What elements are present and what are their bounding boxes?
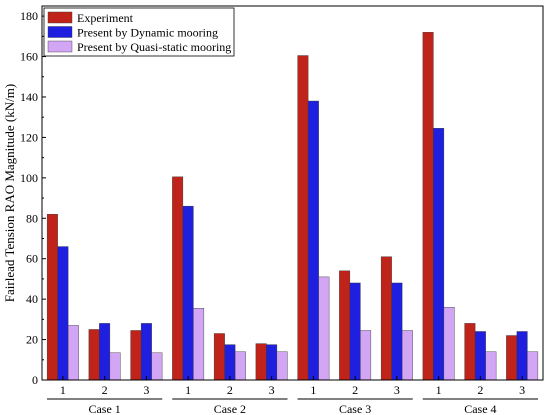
legend-label: Present by Dynamic mooring	[77, 26, 218, 40]
y-axis-title: Fairlead Tension RAO Magnitude (kN/m)	[2, 84, 17, 302]
legend-label: Experiment	[77, 11, 134, 25]
bars-layer	[46, 32, 539, 381]
x-tick-label: 3	[519, 383, 525, 397]
bar-3-case4-2	[485, 351, 497, 381]
bar-1-case4-1	[422, 32, 434, 381]
y-tick-label: 40	[26, 292, 38, 306]
bar-1-case2-3	[255, 343, 267, 381]
x-tick-label: 3	[269, 383, 275, 397]
bar-1-case1-2	[88, 329, 100, 381]
x-tick-label: 2	[352, 383, 358, 397]
bar-3-case1-3	[151, 352, 163, 381]
bar-3-case2-1	[193, 308, 205, 381]
legend-swatch	[47, 26, 73, 38]
bar-1-case3-1	[297, 55, 309, 381]
bar-3-case3-3	[401, 330, 413, 381]
legend-swatch	[47, 11, 73, 24]
bar-1-case1-3	[130, 330, 142, 381]
y-tick-label: 120	[20, 130, 38, 144]
bar-1-case4-3	[506, 335, 518, 381]
y-tick-label: 80	[26, 211, 38, 225]
y-tick-label: 100	[20, 171, 38, 185]
bar-2-case2-3	[266, 344, 278, 381]
bar-1-case3-3	[380, 256, 392, 381]
legend-box	[43, 7, 235, 57]
y-tick-label: 180	[20, 9, 38, 23]
bar-1-case2-1	[172, 176, 184, 381]
legend-label: Present by Quasi-static mooring	[77, 40, 231, 54]
plot-frame	[41, 5, 544, 381]
x-tick-label: 2	[227, 383, 233, 397]
y-tick-label: 0	[32, 373, 38, 387]
x-tick-label: 1	[60, 383, 66, 397]
legend-swatch	[47, 40, 73, 53]
bar-3-case4-3	[527, 351, 539, 381]
bar-3-case1-2	[109, 352, 121, 381]
bar-1-case2-2	[213, 333, 225, 381]
bar-2-case4-3	[516, 331, 528, 381]
bar-1-case1-1	[46, 214, 58, 381]
bar-2-case1-3	[140, 323, 152, 381]
bar-3-case3-1	[318, 276, 330, 381]
bar-2-case4-2	[474, 331, 486, 381]
y-tick-label: 20	[26, 333, 38, 347]
y-tick-label: 140	[20, 90, 38, 104]
group-label: Case 3	[339, 402, 371, 415]
bar-3-case2-2	[234, 351, 246, 381]
group-label: Case 2	[214, 402, 246, 415]
group-label: Case 1	[88, 402, 120, 415]
bar-1-case3-2	[339, 270, 351, 381]
bar-3-case4-1	[443, 307, 455, 381]
bar-2-case2-1	[182, 205, 194, 381]
bar-2-case1-2	[99, 323, 111, 381]
x-tick-label: 3	[394, 383, 400, 397]
bar-1-case4-2	[464, 323, 476, 381]
bar-2-case3-1	[307, 100, 319, 381]
bar-2-case3-2	[349, 282, 361, 381]
bar-2-case3-3	[391, 282, 403, 381]
bar-2-case1-1	[57, 246, 69, 381]
group-label: Case 4	[464, 402, 496, 415]
bar-3-case2-3	[276, 351, 288, 381]
bar-3-case1-1	[67, 325, 79, 381]
x-tick-label: 1	[436, 383, 442, 397]
bar-2-case2-2	[224, 344, 236, 381]
axes-layer: 0 20 40 60 80 100 120 140 160 180 Fairlead Tension…	[2, 5, 544, 415]
x-tick-label: 1	[185, 383, 191, 397]
x-tick-label: 2	[102, 383, 108, 397]
bar-3-case3-2	[360, 330, 372, 381]
bar-2-case4-1	[433, 128, 445, 381]
x-tick-label: 3	[143, 383, 149, 397]
y-tick-label: 160	[20, 50, 38, 64]
y-tick-label: 60	[26, 252, 38, 266]
x-tick-label: 1	[310, 383, 316, 397]
x-tick-label: 2	[477, 383, 483, 397]
